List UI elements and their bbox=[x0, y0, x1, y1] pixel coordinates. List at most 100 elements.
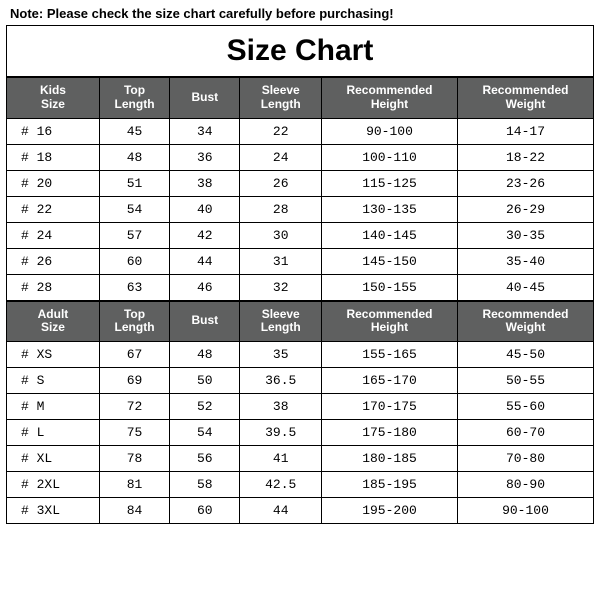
value-cell: 30-35 bbox=[457, 222, 593, 248]
table-row: # 24574230140-14530-35 bbox=[7, 222, 594, 248]
value-cell: 54 bbox=[170, 420, 240, 446]
value-cell: 38 bbox=[170, 170, 240, 196]
table-row: # 1645342290-10014-17 bbox=[7, 118, 594, 144]
value-cell: 180-185 bbox=[322, 446, 458, 472]
value-cell: 57 bbox=[99, 222, 169, 248]
note-text: Note: Please check the size chart carefu… bbox=[10, 6, 594, 21]
value-cell: 48 bbox=[99, 144, 169, 170]
value-cell: 23-26 bbox=[457, 170, 593, 196]
size-cell: # XL bbox=[7, 446, 100, 472]
value-cell: 60 bbox=[170, 498, 240, 524]
value-cell: 35-40 bbox=[457, 248, 593, 274]
value-cell: 55-60 bbox=[457, 394, 593, 420]
value-cell: 31 bbox=[240, 248, 322, 274]
value-cell: 130-135 bbox=[322, 196, 458, 222]
size-cell: # 18 bbox=[7, 144, 100, 170]
value-cell: 35 bbox=[240, 342, 322, 368]
value-cell: 56 bbox=[170, 446, 240, 472]
size-cell: # 26 bbox=[7, 248, 100, 274]
value-cell: 90-100 bbox=[457, 498, 593, 524]
table-row: # 18483624100-11018-22 bbox=[7, 144, 594, 170]
value-cell: 90-100 bbox=[322, 118, 458, 144]
col-rec-weight: RecommendedWeight bbox=[457, 78, 593, 119]
table-row: # 2XL815842.5185-19580-90 bbox=[7, 472, 594, 498]
value-cell: 40 bbox=[170, 196, 240, 222]
value-cell: 50-55 bbox=[457, 368, 593, 394]
adult-header-row: AdultSize TopLength Bust SleeveLength Re… bbox=[7, 301, 594, 342]
value-cell: 115-125 bbox=[322, 170, 458, 196]
value-cell: 58 bbox=[170, 472, 240, 498]
kids-header-row: KidsSize TopLength Bust SleeveLength Rec… bbox=[7, 78, 594, 119]
value-cell: 145-150 bbox=[322, 248, 458, 274]
value-cell: 165-170 bbox=[322, 368, 458, 394]
table-row: # 26604431145-15035-40 bbox=[7, 248, 594, 274]
value-cell: 60 bbox=[99, 248, 169, 274]
value-cell: 75 bbox=[99, 420, 169, 446]
col-rec-weight: RecommendedWeight bbox=[457, 301, 593, 342]
size-cell: # 20 bbox=[7, 170, 100, 196]
col-bust: Bust bbox=[170, 301, 240, 342]
value-cell: 42.5 bbox=[240, 472, 322, 498]
value-cell: 80-90 bbox=[457, 472, 593, 498]
value-cell: 52 bbox=[170, 394, 240, 420]
size-cell: # S bbox=[7, 368, 100, 394]
value-cell: 51 bbox=[99, 170, 169, 196]
value-cell: 42 bbox=[170, 222, 240, 248]
size-cell: # XS bbox=[7, 342, 100, 368]
table-row: # 28634632150-15540-45 bbox=[7, 274, 594, 300]
value-cell: 140-145 bbox=[322, 222, 458, 248]
value-cell: 185-195 bbox=[322, 472, 458, 498]
col-rec-height: RecommendedHeight bbox=[322, 78, 458, 119]
col-sleeve: SleeveLength bbox=[240, 301, 322, 342]
table-row: # XS674835155-16545-50 bbox=[7, 342, 594, 368]
value-cell: 45 bbox=[99, 118, 169, 144]
value-cell: 170-175 bbox=[322, 394, 458, 420]
size-cell: # L bbox=[7, 420, 100, 446]
size-cell: # 3XL bbox=[7, 498, 100, 524]
value-cell: 38 bbox=[240, 394, 322, 420]
kids-size-table: KidsSize TopLength Bust SleeveLength Rec… bbox=[6, 77, 594, 301]
value-cell: 100-110 bbox=[322, 144, 458, 170]
col-top-length: TopLength bbox=[99, 78, 169, 119]
size-chart-container: Note: Please check the size chart carefu… bbox=[0, 0, 600, 530]
table-row: # 3XL846044195-20090-100 bbox=[7, 498, 594, 524]
value-cell: 69 bbox=[99, 368, 169, 394]
value-cell: 44 bbox=[240, 498, 322, 524]
value-cell: 24 bbox=[240, 144, 322, 170]
title: Size Chart bbox=[6, 25, 594, 77]
value-cell: 26-29 bbox=[457, 196, 593, 222]
table-row: # M725238170-17555-60 bbox=[7, 394, 594, 420]
table-row: # S695036.5165-17050-55 bbox=[7, 368, 594, 394]
value-cell: 26 bbox=[240, 170, 322, 196]
value-cell: 70-80 bbox=[457, 446, 593, 472]
col-rec-height: RecommendedHeight bbox=[322, 301, 458, 342]
value-cell: 48 bbox=[170, 342, 240, 368]
col-kids-size: KidsSize bbox=[7, 78, 100, 119]
value-cell: 84 bbox=[99, 498, 169, 524]
table-row: # 22544028130-13526-29 bbox=[7, 196, 594, 222]
value-cell: 41 bbox=[240, 446, 322, 472]
value-cell: 22 bbox=[240, 118, 322, 144]
value-cell: 14-17 bbox=[457, 118, 593, 144]
table-row: # L755439.5175-18060-70 bbox=[7, 420, 594, 446]
value-cell: 45-50 bbox=[457, 342, 593, 368]
value-cell: 150-155 bbox=[322, 274, 458, 300]
col-sleeve: SleeveLength bbox=[240, 78, 322, 119]
value-cell: 32 bbox=[240, 274, 322, 300]
value-cell: 36 bbox=[170, 144, 240, 170]
value-cell: 34 bbox=[170, 118, 240, 144]
col-top-length: TopLength bbox=[99, 301, 169, 342]
value-cell: 67 bbox=[99, 342, 169, 368]
value-cell: 60-70 bbox=[457, 420, 593, 446]
value-cell: 155-165 bbox=[322, 342, 458, 368]
value-cell: 39.5 bbox=[240, 420, 322, 446]
col-bust: Bust bbox=[170, 78, 240, 119]
value-cell: 40-45 bbox=[457, 274, 593, 300]
table-row: # XL785641180-18570-80 bbox=[7, 446, 594, 472]
value-cell: 72 bbox=[99, 394, 169, 420]
value-cell: 44 bbox=[170, 248, 240, 274]
value-cell: 18-22 bbox=[457, 144, 593, 170]
value-cell: 28 bbox=[240, 196, 322, 222]
value-cell: 46 bbox=[170, 274, 240, 300]
size-cell: # 2XL bbox=[7, 472, 100, 498]
